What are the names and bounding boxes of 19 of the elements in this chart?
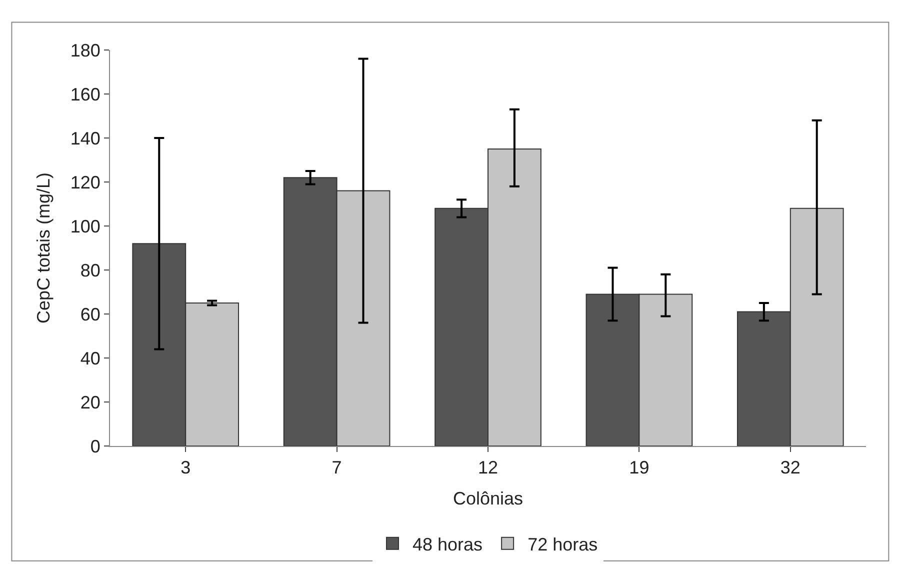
y-tick-label: 40 <box>80 348 100 368</box>
y-tick-label: 60 <box>80 304 100 324</box>
y-tick-label: 120 <box>70 172 100 192</box>
y-tick-label: 0 <box>90 436 100 456</box>
x-tick-label: 7 <box>332 458 342 478</box>
y-tick-label: 20 <box>80 392 100 412</box>
y-tick-label: 140 <box>70 128 100 148</box>
y-axis-title: CepC totais (mg/L) <box>34 172 54 324</box>
x-tick-label: 19 <box>629 458 650 478</box>
legend-label: 48 horas <box>412 534 483 554</box>
x-axis-title: Colônias <box>452 488 524 509</box>
x-tick-label: 32 <box>780 458 800 478</box>
y-tick-label: 160 <box>70 84 100 104</box>
y-tick-label: 180 <box>70 40 100 60</box>
legend-label: 72 horas <box>528 534 598 554</box>
x-tick-label: 12 <box>478 458 498 478</box>
x-tick-label: 3 <box>180 458 191 478</box>
y-tick-label: 80 <box>80 260 100 280</box>
y-tick-label: 100 <box>70 216 100 236</box>
